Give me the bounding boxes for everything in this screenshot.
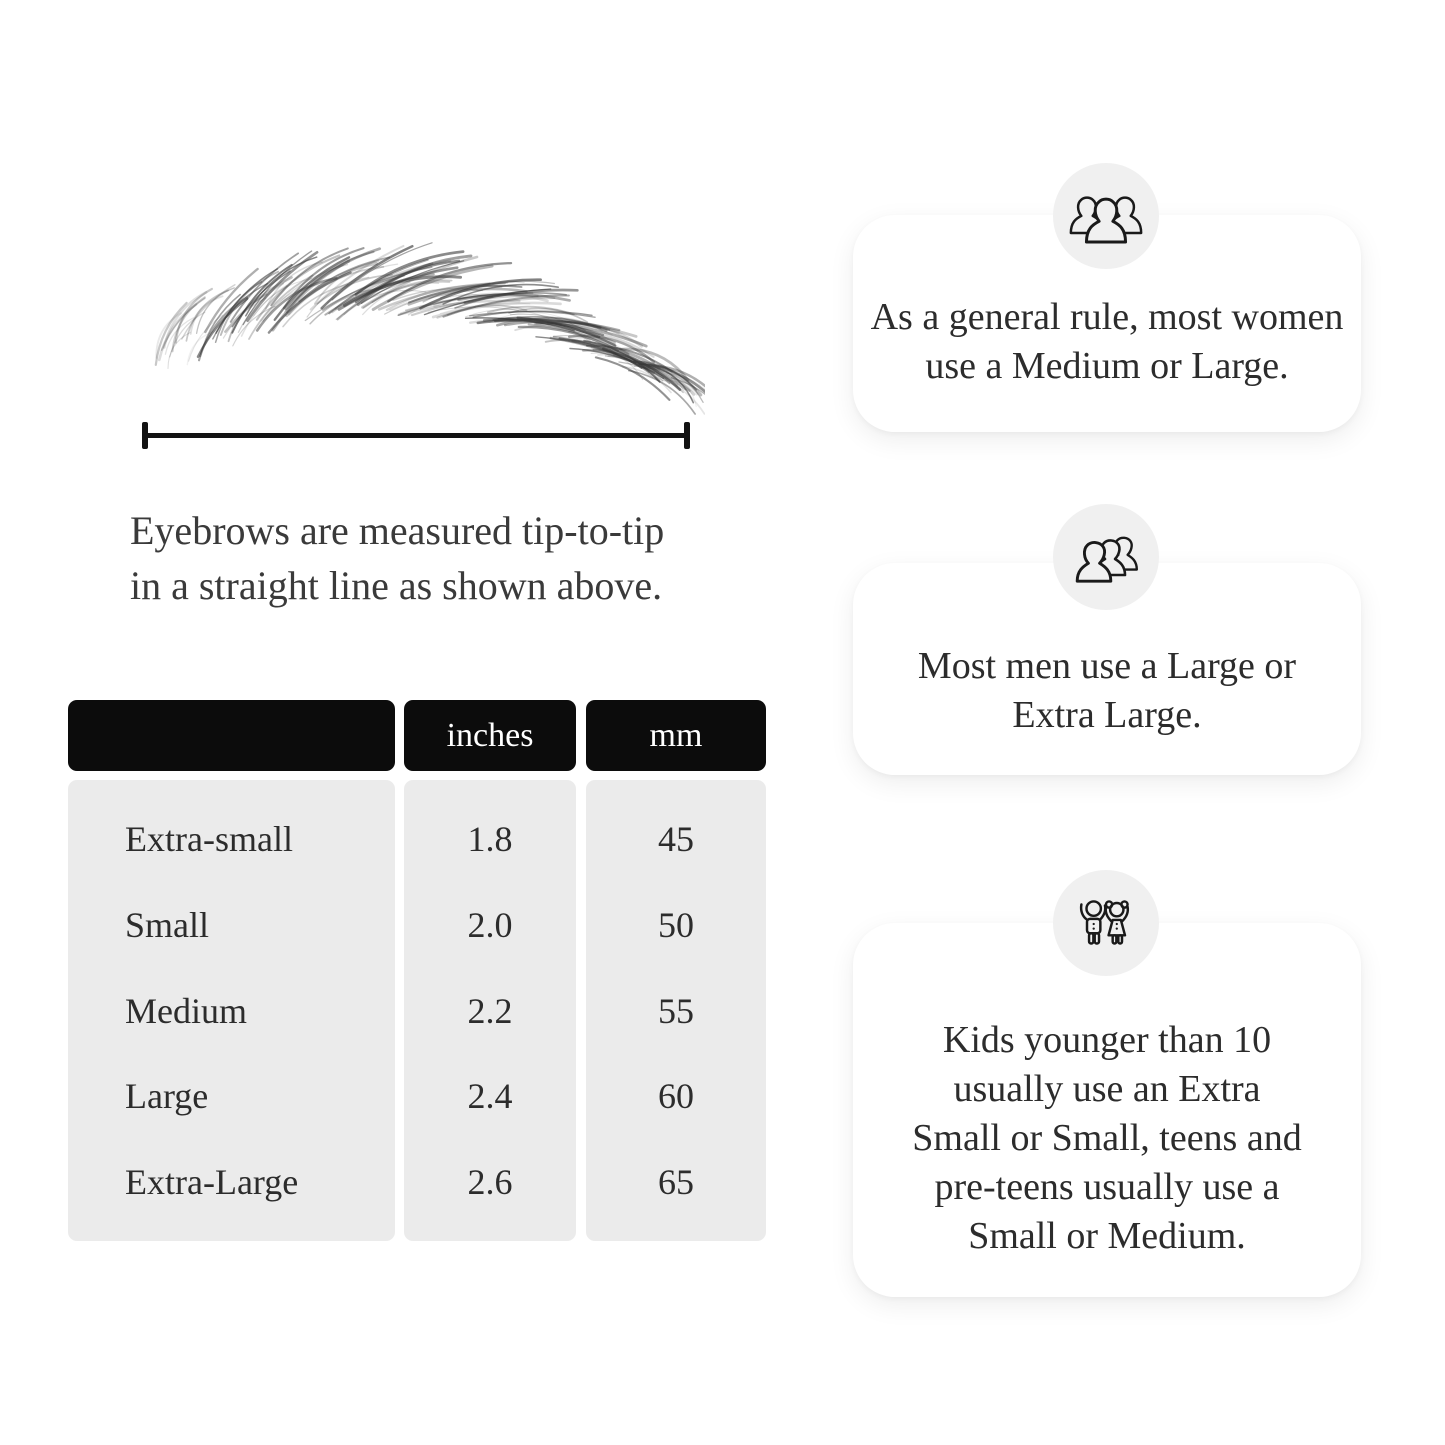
inches-value-cell: 2.6 [467,1162,513,1202]
info-card-kids: Kids younger than 10 usually use an Extr… [853,923,1361,1297]
table-header-inches: inches [404,700,576,771]
info-card-kids-text: Kids younger than 10 usually use an Extr… [912,1018,1302,1257]
inches-value-cell: 2.2 [467,990,513,1031]
eyebrow-illustration [154,242,705,415]
size-label-cell: Extra-Large [125,1162,299,1202]
size-label-cell: Extra-small [125,819,293,859]
icon-badge-kids [1053,870,1159,976]
inches-value-cell: 2.0 [467,904,513,945]
table-header-name [68,700,395,771]
inches-value-cell: 2.4 [467,1076,513,1117]
men-group-icon [1075,536,1138,583]
size-table-inches-column: 1.8 2.0 2.2 2.4 2.6 [404,780,576,1241]
size-label-cell: Large [125,1076,209,1117]
size-label-cell: Small [125,904,210,945]
icon-badge-men [1053,504,1159,610]
info-card-women-text: As a general rule, most women use a Medi… [870,295,1344,387]
icon-badge-women [1053,163,1159,269]
size-table-mm-column: 45 50 55 60 65 [586,780,766,1241]
kids-icon [1079,900,1130,945]
mm-value-cell: 60 [658,1076,694,1117]
mm-value-cell: 65 [658,1162,694,1202]
mm-value-cell: 55 [658,990,694,1031]
size-label-cell: Medium [125,990,247,1031]
table-header-mm: mm [586,700,766,771]
measurement-caption: Eyebrows are measured tip-to-tip in a st… [130,508,665,608]
measurement-line [142,422,690,449]
mm-value-cell: 50 [658,904,694,945]
size-table-label-column: Extra-small Small Medium Large Extra-Large [68,780,395,1241]
info-card-men-text: Most men use a Large or Extra Large. [917,645,1297,736]
mm-value-cell: 45 [658,819,694,859]
women-group-icon [1069,196,1143,244]
inches-value-cell: 1.8 [467,819,513,859]
